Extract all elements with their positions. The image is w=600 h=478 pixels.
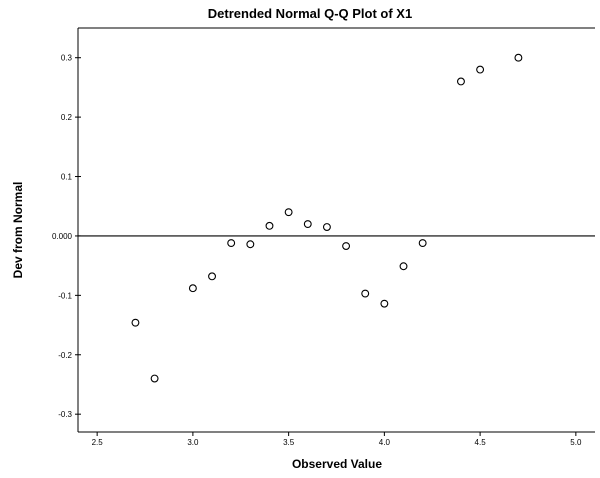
data-point bbox=[208, 272, 216, 281]
data-point bbox=[227, 239, 236, 248]
data-point bbox=[399, 262, 408, 271]
x-tick-label: 3.5 bbox=[283, 438, 295, 447]
x-axis-title: Observed Value bbox=[292, 457, 382, 471]
data-point bbox=[131, 318, 140, 327]
y-tick-label: -0.2 bbox=[58, 351, 72, 360]
data-point bbox=[284, 208, 293, 217]
chart-title: Detrended Normal Q-Q Plot of X1 bbox=[208, 6, 412, 21]
data-point bbox=[303, 220, 312, 229]
data-point bbox=[265, 221, 274, 230]
x-tick-label: 2.5 bbox=[92, 438, 104, 447]
data-point bbox=[342, 242, 351, 250]
data-point bbox=[514, 53, 523, 62]
x-tick-label: 4.5 bbox=[475, 438, 487, 447]
data-point bbox=[418, 239, 427, 248]
data-point bbox=[150, 374, 159, 383]
x-tick-label: 5.0 bbox=[570, 438, 582, 447]
data-point bbox=[188, 284, 197, 293]
data-point bbox=[246, 240, 255, 249]
data-point bbox=[476, 65, 485, 74]
y-tick-label: -0.3 bbox=[58, 410, 72, 419]
data-point bbox=[380, 299, 389, 308]
data-point bbox=[361, 289, 370, 298]
plot-area: 0.3 0.2 0.1 0.000 -0.1 -0.2 -0.3 2.5 3.0 3.5 4.0 4.… bbox=[52, 27, 595, 447]
y-tick-label: 0.1 bbox=[61, 173, 73, 182]
data-point bbox=[457, 77, 465, 86]
x-tick-label: 3.0 bbox=[187, 438, 199, 447]
y-tick-label: 0.2 bbox=[61, 113, 73, 122]
y-axis-title: Dev from Normal bbox=[11, 182, 25, 279]
data-point bbox=[322, 223, 331, 231]
y-tick-label: -0.1 bbox=[58, 291, 72, 300]
y-tick-label: 0.3 bbox=[61, 54, 73, 63]
x-tick-label: 4.0 bbox=[379, 438, 391, 447]
y-tick-label: 0.000 bbox=[52, 232, 73, 241]
